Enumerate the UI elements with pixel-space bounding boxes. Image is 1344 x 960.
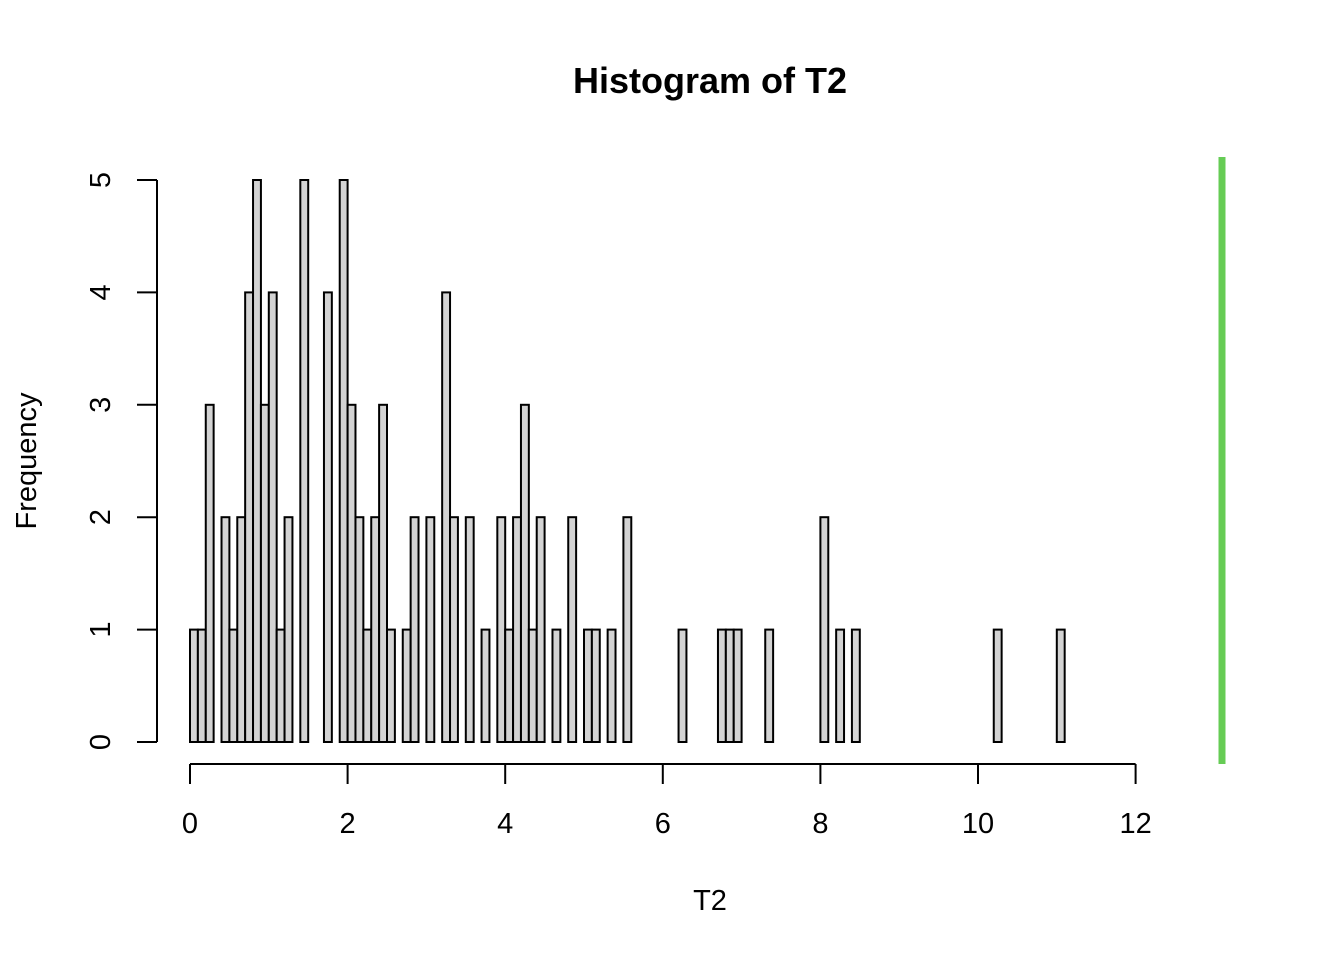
histogram-bar [622,516,633,744]
histogram-bar [835,628,846,743]
histogram-bar [527,628,538,743]
x-tick-label: 6 [655,808,671,840]
y-axis-label: Frequency [11,392,43,530]
histogram-bar [425,516,436,744]
histogram-bar [228,628,239,743]
x-axis-label: T2 [693,885,727,917]
y-tick-label: 0 [85,734,117,750]
histogram-bar [299,179,310,743]
histogram-bar [401,628,412,743]
chart-title: Histogram of T2 [573,60,847,101]
histogram-bar [1055,628,1066,743]
histogram-bar [252,179,262,743]
histogram-bar [244,291,255,743]
x-axis: 0 2 4 6 8 10 12 [182,763,1152,840]
histogram-bar [480,628,491,743]
histogram-bar [504,628,515,743]
histogram-bar [386,628,396,743]
histogram-bar [236,516,247,744]
histogram-bar [441,291,452,743]
histogram-bar [583,628,593,743]
y-axis: 0 1 2 3 4 5 [85,172,158,750]
histogram-bar [370,516,381,744]
histogram-bar [764,628,775,743]
bars-group [189,179,1066,744]
histogram-bar [551,628,562,743]
histogram-bar [590,628,601,743]
histogram-bar [259,403,270,743]
histogram-bar [322,291,333,743]
histogram-bar [819,516,830,744]
histogram-bar [275,628,286,743]
x-tick-label: 4 [497,808,513,840]
histogram-bar [512,516,522,744]
histogram-bar [204,403,215,743]
histogram-bar [850,628,861,743]
histogram-bar [449,516,459,744]
x-tick-label: 12 [1119,808,1151,840]
histogram-bar [362,628,373,743]
histogram-bar [535,516,546,744]
y-tick-label: 1 [85,622,117,638]
histogram-bar [567,516,578,744]
histogram-bar [496,516,507,744]
y-tick-label: 3 [85,397,117,413]
histogram-bar [409,516,420,744]
y-tick-label: 5 [85,172,117,188]
histogram-bar [283,516,294,744]
histogram-bar [338,179,349,743]
histogram-bar [267,291,278,743]
histogram-bar [378,403,388,743]
x-tick-label: 10 [962,808,994,840]
histogram-bar [724,628,735,743]
histogram-bar [992,628,1003,743]
histogram-bar [354,516,365,744]
histogram-bar [464,516,475,744]
histogram-bar [606,628,617,743]
histogram-bar [519,403,530,743]
histogram-bar [716,628,727,743]
histogram-bar [220,516,231,744]
x-tick-label: 8 [812,808,828,840]
histogram-bar [732,628,743,743]
histogram-bar [346,403,357,743]
y-tick-label: 2 [85,509,117,525]
x-tick-label: 0 [182,808,198,840]
histogram-bar [189,628,199,743]
histogram-bar [196,628,207,743]
x-tick-label: 2 [340,808,356,840]
histogram-bar [677,628,688,743]
y-tick-label: 4 [85,284,117,300]
